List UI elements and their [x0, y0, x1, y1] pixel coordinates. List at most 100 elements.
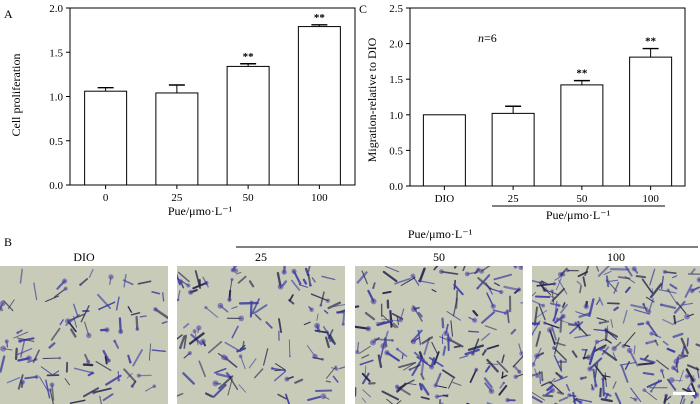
cell-stroke	[82, 363, 94, 367]
cell-body	[642, 388, 647, 392]
cell-stroke	[69, 399, 86, 404]
cell-stroke	[364, 311, 376, 321]
cell-stroke	[535, 330, 541, 347]
cell-body	[433, 383, 438, 388]
cell-body	[532, 333, 534, 336]
cell-stroke	[556, 391, 565, 395]
cell-body	[312, 353, 318, 360]
cell-body	[671, 365, 676, 371]
cell-stroke	[477, 277, 492, 290]
cell-body	[152, 384, 157, 389]
cell-stroke	[549, 381, 563, 394]
cell-body	[578, 400, 583, 404]
cell-body	[550, 289, 554, 293]
cell-body	[355, 350, 360, 355]
cell-body	[372, 286, 375, 290]
cell-stroke	[603, 270, 612, 275]
cell-stroke	[546, 384, 554, 392]
cell-stroke	[154, 308, 168, 320]
cell-stroke	[676, 301, 687, 314]
cell-body	[532, 362, 536, 367]
cell-body	[177, 298, 180, 301]
cell-stroke	[604, 372, 607, 388]
cell-stroke	[49, 389, 54, 404]
cell-stroke	[540, 371, 544, 382]
cell-stroke	[597, 266, 611, 277]
cell-body	[626, 347, 633, 354]
cell-stroke	[553, 375, 568, 383]
cell-stroke	[686, 337, 689, 347]
cell-stroke	[212, 384, 227, 398]
cell-stroke	[452, 297, 458, 317]
cell-stroke	[420, 373, 425, 380]
panel-c-tick-labels: 0.0 0.5 1.0 1.5 2.0 2.5 DIO 25 50 100	[389, 3, 659, 205]
cell-stroke	[646, 321, 658, 337]
cell-stroke	[207, 340, 223, 354]
cell-stroke	[646, 379, 662, 388]
cell-body	[135, 327, 140, 331]
cell-stroke	[253, 304, 268, 315]
cell-body	[408, 368, 412, 371]
a-x-tick-label: 50	[243, 192, 255, 204]
cell-body	[587, 366, 593, 372]
c-x-tick-label: 25	[508, 193, 520, 205]
cell-stroke	[177, 271, 190, 283]
cell-body	[249, 300, 254, 305]
c-y-tick-label: 2.5	[389, 3, 403, 15]
cell-stroke	[642, 371, 655, 376]
cell-stroke	[361, 397, 367, 403]
cell-stroke	[65, 314, 80, 326]
cell-stroke	[681, 398, 686, 404]
cell-body	[598, 321, 602, 325]
cell-stroke	[532, 347, 542, 366]
cell-body	[659, 368, 664, 373]
panel-a-y-axis-label: Cell proliferation	[9, 54, 23, 137]
cell-stroke	[506, 310, 510, 324]
panel-c-y-axis-label: Migration-relative to DIO	[365, 37, 379, 162]
cell-body	[560, 313, 566, 319]
cell-body	[488, 388, 495, 395]
cell-stroke	[239, 344, 246, 350]
cell-stroke	[486, 344, 500, 350]
cell-stroke	[39, 376, 49, 392]
cell-stroke	[654, 339, 659, 346]
micrograph-label: 25	[255, 250, 267, 264]
cell-body	[474, 367, 479, 372]
cell-stroke	[680, 337, 689, 355]
c-bar	[560, 84, 604, 187]
cell-stroke	[535, 310, 548, 319]
cell-stroke	[613, 281, 620, 294]
cell-stroke	[623, 332, 636, 347]
panel-b-labels: DIO 25 50 100	[73, 250, 625, 264]
cell-stroke	[441, 317, 445, 329]
cell-stroke	[17, 374, 24, 390]
cell-stroke	[672, 275, 678, 279]
cell-stroke	[601, 377, 605, 397]
cell-stroke	[338, 366, 345, 370]
cell-body	[517, 369, 522, 374]
cell-stroke	[679, 395, 684, 404]
cell-stroke	[483, 377, 493, 389]
cell-stroke	[459, 355, 469, 359]
cell-stroke	[358, 345, 371, 354]
cell-body	[552, 319, 556, 322]
cell-stroke	[356, 271, 368, 284]
panel-c-letter: C	[359, 2, 367, 16]
cell-stroke	[359, 359, 374, 366]
cell-stroke	[236, 271, 242, 275]
cell-stroke	[332, 375, 339, 383]
cell-body	[117, 378, 121, 382]
cell-stroke	[575, 322, 588, 337]
cell-body	[34, 374, 39, 379]
panel-a-x-axis-label: Pue/μmo·L⁻¹	[168, 204, 233, 218]
cell-stroke	[604, 392, 609, 401]
cell-stroke	[584, 266, 590, 277]
cell-stroke	[637, 322, 645, 326]
cell-body	[86, 332, 92, 339]
cell-stroke	[469, 368, 478, 383]
cell-stroke	[592, 368, 597, 387]
cell-stroke	[440, 270, 459, 275]
cell-stroke	[396, 383, 407, 393]
cell-body	[519, 351, 523, 356]
cell-body	[277, 283, 284, 290]
